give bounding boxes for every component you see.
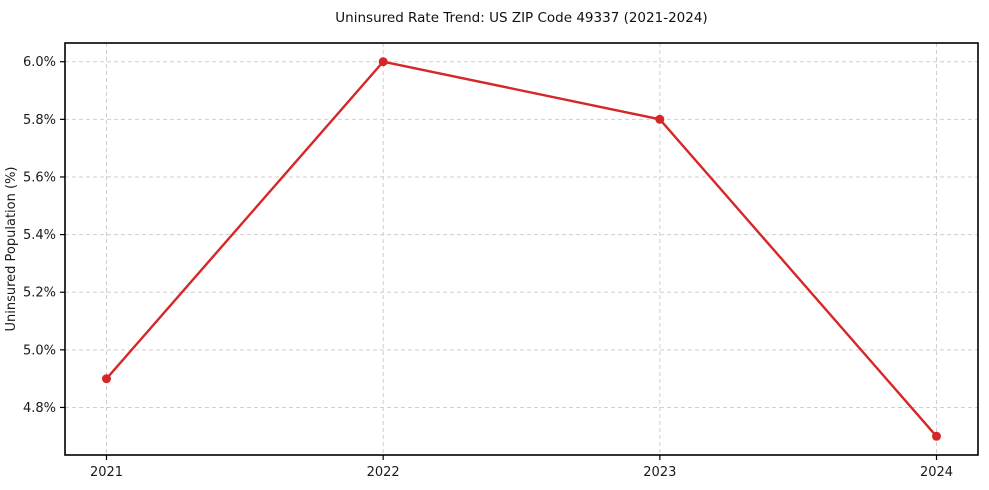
- trend-line: [105, 60, 938, 438]
- y-tick-label: 5.6%: [23, 170, 56, 185]
- x-tick-label: 2021: [90, 465, 123, 480]
- trend-series-layer: [102, 57, 941, 441]
- chart-title: Uninsured Rate Trend: US ZIP Code 49337 …: [335, 10, 707, 26]
- data-point-marker: [655, 114, 665, 124]
- y-tick-label: 5.2%: [23, 286, 56, 301]
- y-tick-label: 5.4%: [23, 228, 56, 243]
- y-tick-label: 6.0%: [23, 55, 56, 70]
- data-point-marker: [102, 374, 111, 384]
- data-point-marker: [378, 57, 388, 67]
- x-tick-label: 2022: [367, 465, 400, 480]
- y-tick-label: 4.8%: [23, 401, 56, 416]
- plot-frame: [64, 42, 979, 456]
- data-point-marker: [932, 431, 941, 441]
- y-tick-label: 5.0%: [23, 343, 56, 358]
- x-tick-label: 2023: [643, 465, 676, 480]
- axis-tick-layer: 4.8% 5.0% 5.2% 5.4% 5.6% 5.8% 6.0% 2021 2022 2023…: [23, 55, 953, 480]
- grid-layer: [65, 43, 978, 455]
- x-tick-label: 2024: [920, 465, 953, 480]
- y-tick-label: 5.8%: [23, 113, 56, 128]
- y-axis-label: Uninsured Population (%): [4, 167, 19, 332]
